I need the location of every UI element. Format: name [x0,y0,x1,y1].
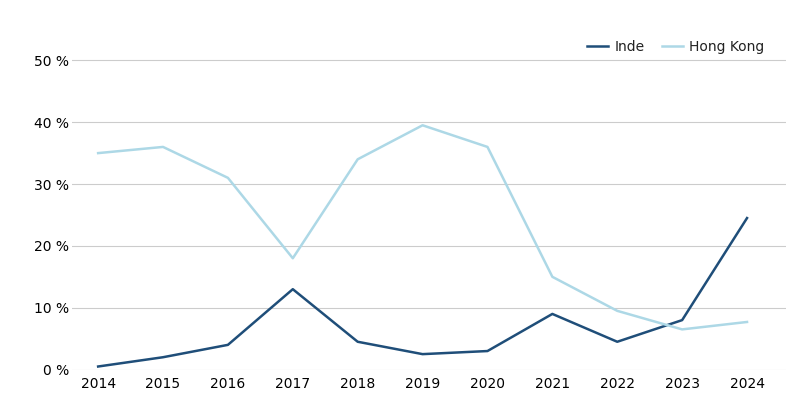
Hong Kong [93,151,103,156]
Inde [158,355,168,360]
Inde [483,349,492,354]
Hong Kong [742,320,751,325]
Inde [548,311,557,316]
Inde [353,339,363,344]
Hong Kong [223,175,233,180]
Hong Kong [353,157,363,162]
Hong Kong [158,144,168,150]
Hong Kong [548,274,557,279]
Hong Kong [483,144,492,150]
Inde [742,215,751,220]
Hong Kong [288,256,298,261]
Inde [93,364,103,369]
Line: Inde: Inde [98,218,747,367]
Hong Kong [678,327,687,332]
Inde [418,352,427,357]
Inde [223,342,233,347]
Inde [678,318,687,323]
Inde [288,287,298,292]
Inde [613,339,622,344]
Legend: Inde, Hong Kong: Inde, Hong Kong [587,40,765,54]
Hong Kong [418,123,427,128]
Hong Kong [613,308,622,313]
Line: Hong Kong: Hong Kong [98,125,747,329]
